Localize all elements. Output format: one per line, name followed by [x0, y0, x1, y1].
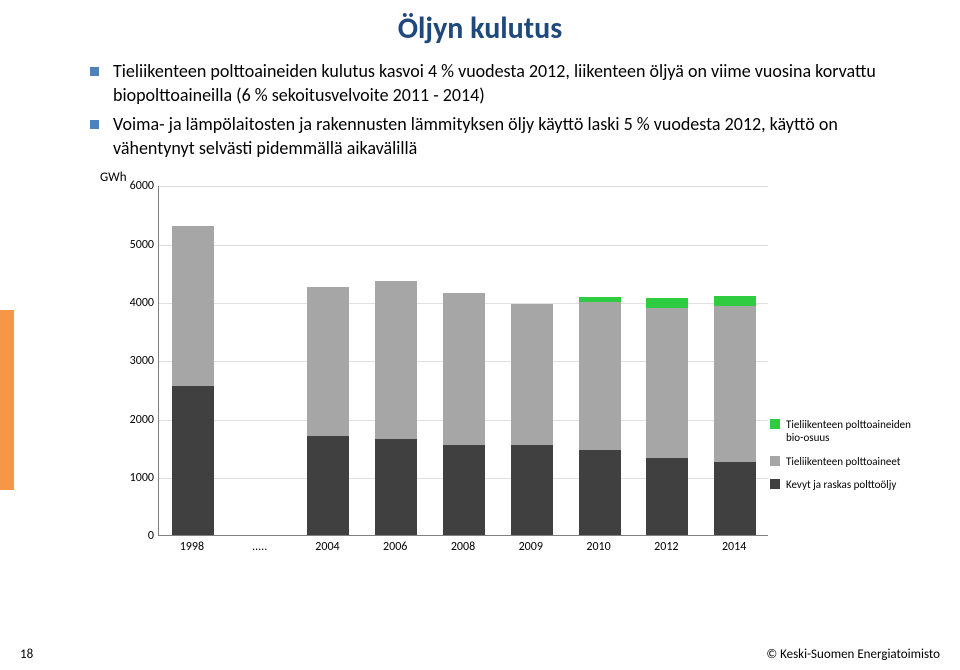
bar-segment — [307, 287, 349, 436]
bullet-item: Tieliikenteen polttoaineiden kulutus kas… — [90, 59, 900, 108]
bar-segment — [714, 462, 756, 535]
bar-segment — [375, 439, 417, 535]
bar-segment — [511, 304, 553, 445]
bar-segment — [646, 298, 688, 308]
bar — [714, 296, 756, 535]
slide: Öljyn kulutus Tieliikenteen polttoaineid… — [0, 0, 960, 670]
page-title: Öljyn kulutus — [40, 10, 920, 47]
bar-segment — [511, 445, 553, 535]
legend: Tieliikenteen polttoaineiden bio-osuus T… — [770, 418, 915, 501]
bar-segment — [307, 436, 349, 535]
bullet-square-icon — [90, 67, 99, 76]
bar-segment — [646, 458, 688, 535]
y-tick-label: 3000 — [120, 354, 154, 368]
legend-label: Tieliikenteen polttoaineiden bio-osuus — [786, 418, 915, 444]
bar-segment — [375, 281, 417, 439]
bar-segment — [646, 308, 688, 459]
bullet-text: Tieliikenteen polttoaineiden kulutus kas… — [113, 59, 900, 108]
footer: 18 © Keski-Suomen Energiatoimisto — [20, 647, 940, 662]
bar — [443, 293, 485, 536]
bar-segment — [443, 293, 485, 446]
chart: 0100020003000400050006000 1998.....20042… — [120, 186, 800, 566]
bullet-list: Tieliikenteen polttoaineiden kulutus kas… — [90, 59, 900, 160]
x-tick-label: 2008 — [451, 540, 475, 554]
bar — [646, 298, 688, 535]
bar — [375, 281, 417, 535]
bullet-square-icon — [90, 120, 99, 129]
plot-area — [158, 186, 768, 536]
bar-segment — [443, 445, 485, 535]
y-tick-label: 2000 — [120, 413, 154, 427]
legend-swatch — [770, 419, 780, 429]
x-tick-label: 1998 — [180, 540, 204, 554]
bullet-text: Voima- ja lämpölaitosten ja rakennusten … — [113, 112, 900, 161]
bar — [172, 226, 214, 535]
decorative-orange-stub — [0, 310, 14, 490]
legend-item: Tieliikenteen polttoaineet — [770, 455, 915, 468]
bar — [511, 304, 553, 535]
bar — [579, 297, 621, 535]
y-tick-label: 0 — [120, 529, 154, 543]
legend-swatch — [770, 479, 780, 489]
x-tick-label: 2009 — [519, 540, 543, 554]
x-tick-label: 2010 — [586, 540, 610, 554]
bullet-item: Voima- ja lämpölaitosten ja rakennusten … — [90, 112, 900, 161]
bar-segment — [172, 386, 214, 535]
legend-label: Kevyt ja raskas polttoöljy — [786, 478, 896, 491]
bar-segment — [714, 296, 756, 306]
bar-segment — [579, 297, 621, 302]
bars-container — [159, 186, 768, 535]
bar-segment — [714, 306, 756, 463]
legend-item: Tieliikenteen polttoaineiden bio-osuus — [770, 418, 915, 444]
bar-segment — [579, 450, 621, 535]
y-tick-label: 4000 — [120, 296, 154, 310]
page-number: 18 — [20, 647, 33, 662]
copyright: © Keski-Suomen Energiatoimisto — [766, 647, 940, 662]
y-tick-label: 6000 — [120, 179, 154, 193]
legend-swatch — [770, 456, 780, 466]
y-tick-label: 1000 — [120, 471, 154, 485]
bar-segment — [172, 226, 214, 386]
x-tick-label: 2006 — [383, 540, 407, 554]
x-tick-label: 2004 — [315, 540, 339, 554]
legend-label: Tieliikenteen polttoaineet — [786, 455, 900, 468]
x-tick-label: 2014 — [722, 540, 746, 554]
y-tick-label: 5000 — [120, 238, 154, 252]
bar-segment — [579, 302, 621, 450]
chart-region: GWh 0100020003000400050006000 1998.....2… — [40, 168, 920, 618]
x-tick-label: ..... — [252, 540, 267, 554]
x-tick-label: 2012 — [654, 540, 678, 554]
legend-item: Kevyt ja raskas polttoöljy — [770, 478, 915, 491]
bar — [307, 287, 349, 535]
